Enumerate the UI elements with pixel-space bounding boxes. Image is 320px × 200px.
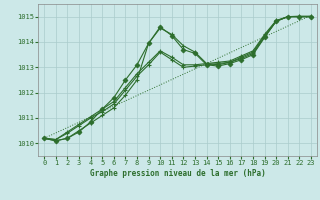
X-axis label: Graphe pression niveau de la mer (hPa): Graphe pression niveau de la mer (hPa)	[90, 169, 266, 178]
